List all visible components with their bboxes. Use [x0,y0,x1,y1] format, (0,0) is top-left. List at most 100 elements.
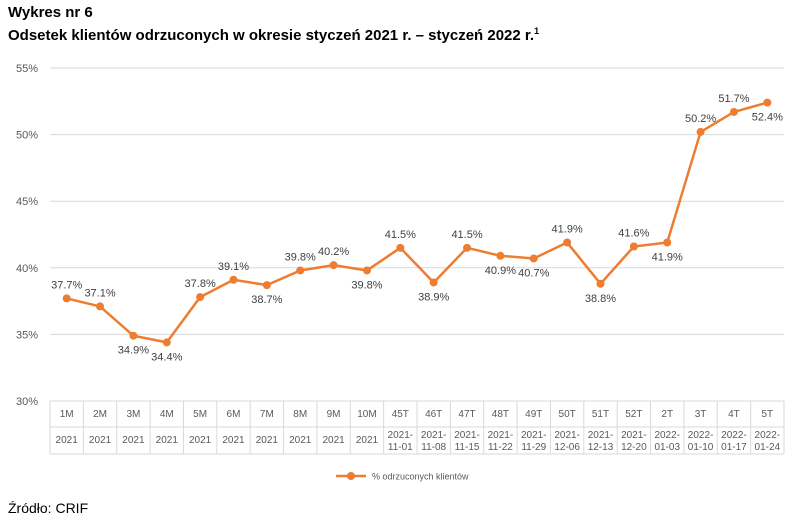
x-tick-label: 4T [728,409,740,420]
x-tick-sublabel: 11-29 [521,442,546,453]
x-tick-label: 6M [227,409,241,420]
data-point [463,243,472,252]
y-tick-label: 50% [16,130,38,142]
data-label: 41.5% [385,229,416,241]
data-label: 34.9% [118,345,149,357]
y-tick-label: 55% [16,63,38,75]
data-point [296,266,305,275]
x-tick-sublabel: 01-24 [755,442,781,453]
data-point [496,251,505,260]
x-tick-label: 49T [525,409,542,420]
x-tick-sublabel: 2021 [322,435,345,446]
x-tick-sublabel: 2021- [554,430,580,441]
data-label: 38.7% [251,294,282,306]
x-tick-sublabel: 2021 [89,435,112,446]
data-label: 41.5% [451,229,482,241]
x-tick-sublabel: 12-20 [621,442,647,453]
data-point [729,107,738,116]
chart-number: Wykres nr 6 [8,4,93,21]
x-tick-label: 3T [695,409,707,420]
x-tick-sublabel: 11-22 [488,442,513,453]
data-label: 39.1% [218,261,249,273]
x-tick-label: 47T [458,409,475,420]
data-point [429,278,438,287]
x-tick-sublabel: 2021 [222,435,245,446]
data-point [396,243,405,252]
x-tick-label: 46T [425,409,442,420]
x-tick-label: 4M [160,409,174,420]
x-tick-label: 51T [592,409,609,420]
data-point [529,254,538,263]
data-point [663,238,672,247]
series-line [66,101,768,344]
chart-title: Odsetek klientów odrzuconych w okresie s… [8,26,539,44]
x-tick-label: 1M [60,409,74,420]
footnote-mark: 1 [534,26,540,36]
source-note: Źródło: CRIF [8,500,89,516]
data-point [229,275,238,284]
chart-title-text: Odsetek klientów odrzuconych w okresie s… [8,27,535,44]
x-tick-label: 5M [193,409,207,420]
data-label: 38.8% [585,293,616,305]
data-label: 40.7% [518,267,549,279]
y-tick-label: 30% [16,396,38,408]
data-label: 40.9% [485,265,516,277]
data-point [629,242,638,251]
data-point [262,281,271,290]
data-label: 51.7% [718,93,749,105]
data-label: 37.7% [51,279,82,291]
x-tick-sublabel: 2021 [56,435,79,446]
x-tick-sublabel: 2021- [454,430,480,441]
x-tick-sublabel: 2021- [588,430,614,441]
x-tick-sublabel: 2022- [654,430,680,441]
data-label: 38.9% [418,291,449,303]
data-point [96,302,105,311]
y-tick-label: 40% [16,263,38,275]
x-tick-label: 45T [392,409,409,420]
data-point [596,279,605,288]
x-tick-sublabel: 12-06 [554,442,580,453]
data-label: 37.8% [185,278,216,290]
x-tick-label: 50T [559,409,576,420]
y-tick-label: 35% [16,329,38,341]
data-label: 40.2% [318,246,349,258]
x-tick-sublabel: 01-10 [688,442,714,453]
x-tick-label: 7M [260,409,274,420]
data-label: 39.8% [351,279,382,291]
legend-label: % odrzuconych klientów [372,472,469,482]
x-tick-sublabel: 2021 [356,435,379,446]
data-point [696,127,705,136]
x-tick-sublabel: 11-08 [421,442,446,453]
x-tick-label: 52T [625,409,642,420]
data-point [62,294,71,303]
x-tick-sublabel: 2021 [189,435,212,446]
x-tick-sublabel: 2021 [122,435,145,446]
x-tick-label: 2M [93,409,107,420]
data-point [362,266,371,275]
data-point [329,261,338,270]
x-tick-sublabel: 11-15 [455,442,480,453]
data-point [162,338,171,347]
x-tick-sublabel: 2021- [621,430,647,441]
data-label: 41.6% [618,227,649,239]
data-label: 37.1% [84,287,115,299]
data-label: 52.4% [752,112,783,124]
x-tick-label: 3M [126,409,140,420]
data-point [763,98,772,107]
x-tick-sublabel: 2022- [688,430,714,441]
x-tick-sublabel: 12-13 [588,442,614,453]
data-label: 39.8% [285,251,316,263]
x-tick-label: 48T [492,409,509,420]
x-tick-sublabel: 2022- [721,430,747,441]
x-tick-sublabel: 2021- [421,430,447,441]
x-tick-label: 9M [327,409,341,420]
x-tick-sublabel: 01-03 [654,442,680,453]
legend-marker [347,472,355,480]
x-tick-label: 10M [357,409,376,420]
data-label: 50.2% [685,113,716,125]
x-tick-label: 8M [293,409,307,420]
x-tick-label: 2T [661,409,673,420]
x-tick-sublabel: 11-01 [388,442,413,453]
data-label: 34.4% [151,351,182,363]
